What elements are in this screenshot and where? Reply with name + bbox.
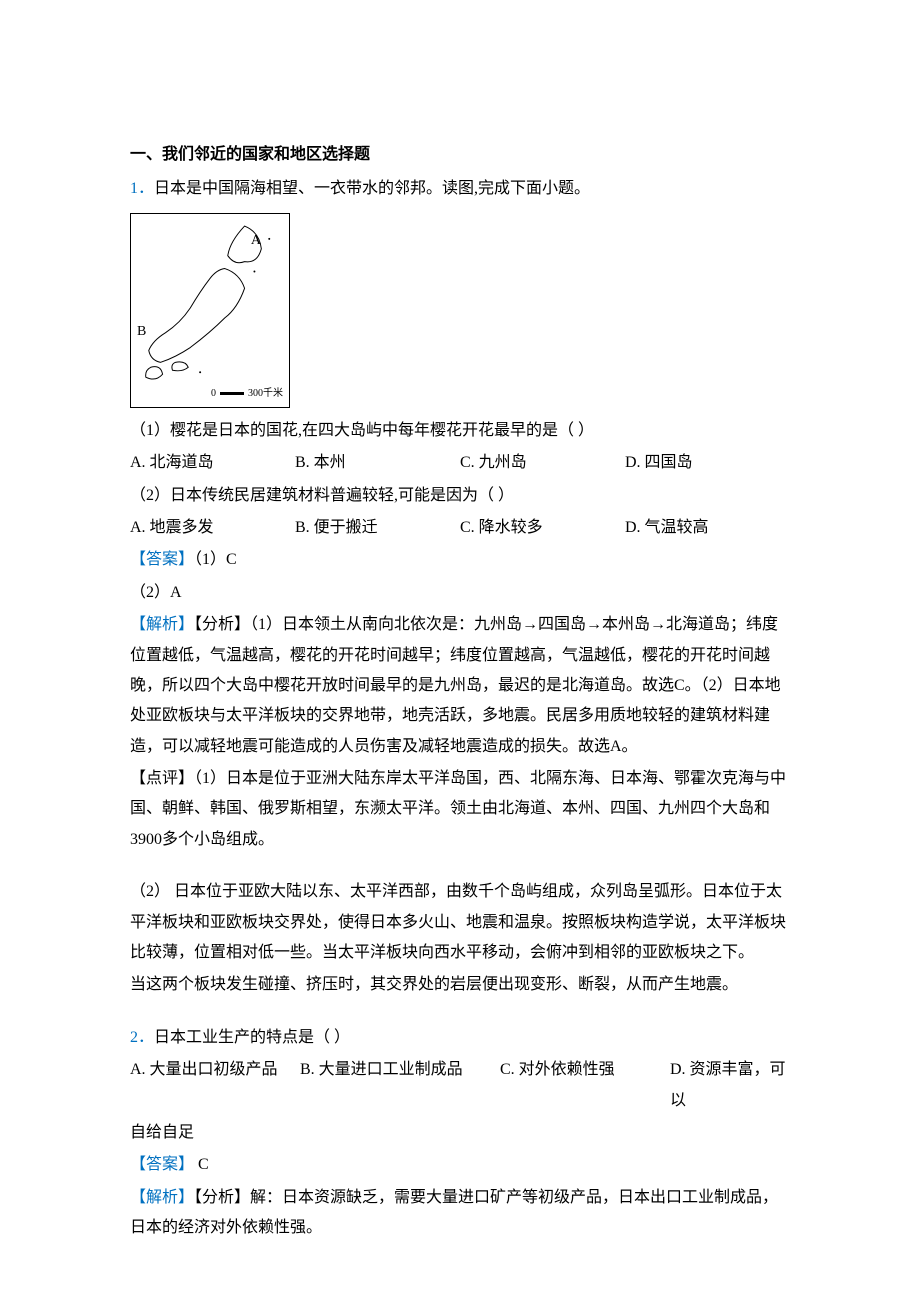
q2-opt-d-cont: 自给自足	[130, 1118, 790, 1148]
q1-sub2-opt-b: B. 便于搬迁	[295, 513, 460, 543]
japan-map: A B 0 300千米	[130, 213, 290, 408]
q2-answer: 【答案】 C	[130, 1150, 790, 1180]
q1-sub2-opt-c: C. 降水较多	[460, 513, 625, 543]
q2-text: 日本工业生产的特点是（ ）	[154, 1029, 350, 1046]
q1-num: 1．	[130, 180, 154, 197]
section-title: 一、我们邻近的国家和地区选择题	[130, 140, 790, 170]
q1-sub1-options: A. 北海道岛 B. 本州 C. 九州岛 D. 四国岛	[130, 448, 790, 478]
map-label-a: A	[251, 228, 261, 255]
q2-options: A. 大量出口初级产品 B. 大量进口工业制成品 C. 对外依赖性强 D. 资源…	[130, 1055, 790, 1116]
q1-sub1-opt-c: C. 九州岛	[460, 448, 625, 478]
q1-sub2-options: A. 地震多发 B. 便于搬迁 C. 降水较多 D. 气温较高	[130, 513, 790, 543]
q1-answer-line1: 【答案】（1）C	[130, 545, 790, 575]
q1-sub1-text: （1）樱花是日本的国花,在四大岛屿中每年樱花开花最早的是（ ）	[130, 416, 790, 446]
q2-num: 2．	[130, 1029, 154, 1046]
q2-answer-text: C	[194, 1156, 209, 1173]
q1-answer-line2: （2）A	[130, 578, 790, 608]
q1-sub2-opt-d: D. 气温较高	[625, 513, 790, 543]
answer-label: 【答案】	[130, 551, 194, 568]
q1-sub1-opt-a: A. 北海道岛	[130, 448, 295, 478]
q2-opt-d: D. 资源丰富，可以	[670, 1055, 790, 1116]
q2-line: 2．日本工业生产的特点是（ ）	[130, 1023, 790, 1053]
q1-comment2: （2） 日本位于亚欧大陆以东、太平洋西部，由数千个岛屿组成，众列岛呈弧形。日本位…	[130, 877, 790, 968]
q1-intro: 1．日本是中国隔海相望、一衣带水的邻邦。读图,完成下面小题。	[130, 174, 790, 204]
q2-opt-a: A. 大量出口初级产品	[130, 1055, 300, 1116]
scale-zero: 0	[211, 384, 216, 403]
q1-sub2-text: （2）日本传统民居建筑材料普遍较轻,可能是因为（ ）	[130, 481, 790, 511]
map-outline	[131, 214, 289, 407]
q1-sub2-opt-a: A. 地震多发	[130, 513, 295, 543]
map-scale: 0 300千米	[211, 384, 283, 403]
q1-sub1-opt-b: B. 本州	[295, 448, 460, 478]
scale-text: 300千米	[248, 384, 283, 403]
q2-opt-c: C. 对外依赖性强	[500, 1055, 670, 1116]
scale-bar	[220, 392, 244, 395]
q2-analysis: 【解析】【分析】解：日本资源缺乏，需要大量进口矿产等初级产品，日本出口工业制成品…	[130, 1183, 790, 1244]
q2-analysis-text: 【分析】解：日本资源缺乏，需要大量进口矿产等初级产品，日本出口工业制成品，日本的…	[130, 1189, 778, 1236]
map-label-b: B	[137, 319, 146, 346]
analysis-label: 【解析】	[130, 616, 194, 633]
q1-comment1: 【点评】（1）日本是位于亚洲大陆东岸太平洋岛国，西、北隔东海、日本海、鄂霍次克海…	[130, 764, 790, 855]
answer-label-2: 【答案】	[130, 1156, 194, 1173]
q2-opt-b: B. 大量进口工业制成品	[300, 1055, 500, 1116]
q1-sub1-opt-d: D. 四国岛	[625, 448, 790, 478]
q1-intro-text: 日本是中国隔海相望、一衣带水的邻邦。读图,完成下面小题。	[154, 180, 590, 197]
q1-analysis: 【解析】【分析】（1）日本领土从南向北依次是：九州岛→四国岛→本州岛→北海道岛；…	[130, 610, 790, 762]
analysis-text: 【分析】（1）日本领土从南向北依次是：九州岛→四国岛→本州岛→北海道岛；纬度位置…	[130, 616, 781, 755]
answer-part1: （1）C	[194, 551, 237, 568]
analysis-label-2: 【解析】	[130, 1189, 194, 1206]
q1-comment3: 当这两个板块发生碰撞、挤压时，其交界处的岩层便出现变形、断裂，从而产生地震。	[130, 970, 790, 1000]
